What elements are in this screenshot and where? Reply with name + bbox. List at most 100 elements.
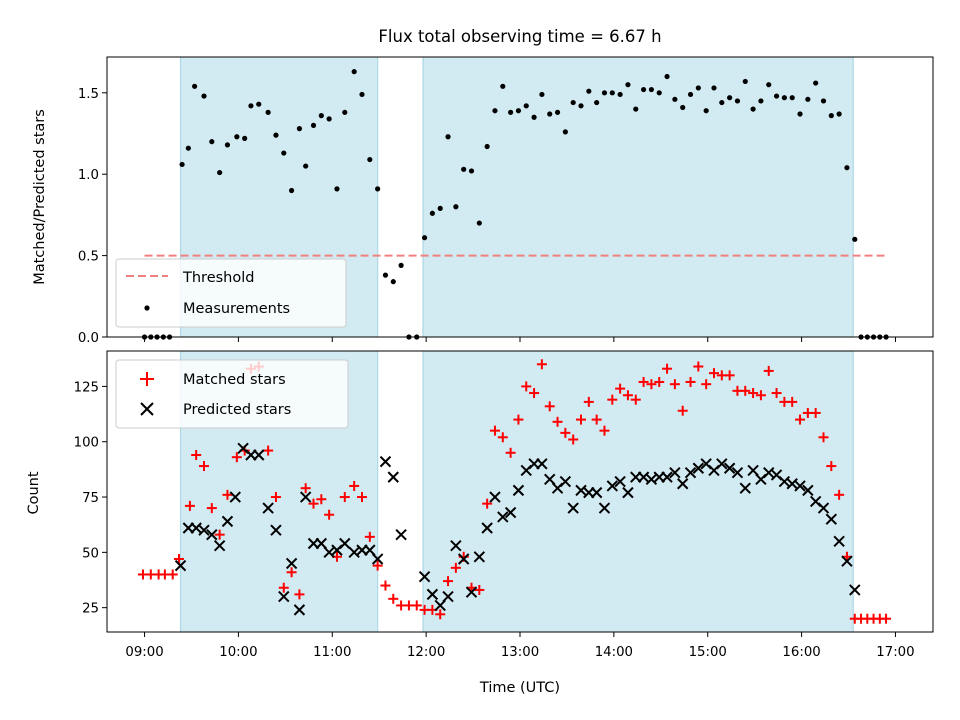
- bottom-legend: Matched stars Predicted stars: [115, 359, 349, 429]
- measurement-point: [734, 98, 741, 104]
- predicted-stars-point: [450, 540, 462, 552]
- bottom-y-tick-label: 50: [82, 546, 99, 561]
- x-tick-label: 16:00: [782, 645, 820, 660]
- matched-stars-point: [662, 363, 673, 374]
- x-tick-label: 10:00: [219, 645, 257, 660]
- matched-stars-point: [677, 405, 688, 416]
- predicted-stars-point: [364, 544, 376, 556]
- bottom-x-ticks: 09:00 10:00 11:00 12:00 13:00 14:00 15:00 16:00…: [125, 632, 915, 660]
- measurement-point: [594, 99, 600, 106]
- predicted-stars-point: [206, 528, 218, 541]
- predicted-stars-point: [379, 455, 392, 468]
- measurement-point: [382, 272, 389, 278]
- measurement-point: [570, 99, 576, 106]
- measurement-point: [742, 78, 748, 85]
- predicted-stars-point: [590, 486, 603, 499]
- measurement-point: [326, 116, 332, 122]
- measurement-point: [492, 108, 498, 114]
- predicted-stars-point: [731, 466, 744, 479]
- top-y-tick-label: 1.0: [78, 168, 99, 183]
- top-y-tick-label: 0.0: [78, 331, 99, 346]
- measurement-point: [680, 104, 686, 111]
- measurement-point: [664, 73, 670, 80]
- measurement-point: [797, 111, 803, 117]
- measurement-point: [727, 95, 733, 101]
- measurement-point: [562, 129, 568, 135]
- measurement-point: [500, 83, 506, 89]
- measurement-point: [209, 139, 215, 145]
- predicted-stars-point: [739, 482, 751, 494]
- bottom-shaded-region: [423, 351, 854, 632]
- matched-stars-point: [206, 503, 217, 514]
- matched-stars-point: [795, 414, 806, 425]
- matched-stars-point: [591, 414, 602, 425]
- predicted-stars-point: [825, 513, 838, 525]
- matched-stars-point: [300, 483, 311, 494]
- measurement-point: [695, 85, 701, 91]
- matched-stars-point: [497, 432, 508, 443]
- measurement-point: [468, 168, 475, 174]
- measurement-point: [789, 95, 795, 101]
- predicted-stars-point: [778, 475, 791, 488]
- measurement-point: [375, 186, 381, 192]
- predicted-stars-point: [661, 471, 673, 483]
- measurement-point: [437, 205, 443, 211]
- measurement-point: [508, 109, 514, 115]
- matched-stars-point: [568, 434, 579, 445]
- x-tick-label: 11:00: [313, 645, 351, 660]
- measurement-point: [554, 109, 561, 115]
- measurement-point: [421, 235, 428, 241]
- matched-stars-point: [339, 492, 350, 503]
- top-y-tick-label: 1.5: [78, 87, 99, 102]
- matched-stars-point: [724, 370, 735, 381]
- predicted-stars-point: [676, 478, 689, 490]
- measurement-point: [813, 80, 819, 86]
- legend-threshold-label: Threshold: [182, 270, 254, 286]
- matched-stars-point: [583, 396, 594, 407]
- matched-stars-point: [231, 452, 242, 463]
- predicted-stars-point: [229, 491, 241, 503]
- measurement-point: [672, 96, 678, 102]
- matched-stars-point: [560, 427, 571, 438]
- measurement-point: [531, 114, 537, 120]
- matched-stars-point: [685, 376, 696, 387]
- matched-stars-point: [411, 600, 422, 611]
- measurement-point: [578, 103, 584, 109]
- matched-stars-point: [701, 379, 712, 390]
- measurement-point: [601, 90, 608, 96]
- predicted-stars-point: [465, 586, 478, 598]
- predicted-stars-point: [339, 537, 351, 550]
- measurement-point: [288, 187, 295, 194]
- matched-stars-point: [489, 425, 500, 436]
- measurement-point: [256, 101, 262, 107]
- legend-measurements-dot-icon: [144, 305, 150, 311]
- matched-stars-point: [222, 489, 233, 500]
- predicted-stars-point: [567, 502, 579, 514]
- measurement-point: [687, 91, 694, 98]
- matched-stars-point: [380, 580, 391, 591]
- measurement-point: [192, 83, 198, 89]
- predicted-stars-point: [473, 551, 486, 563]
- matched-stars-point: [316, 494, 327, 505]
- matched-stars-point: [638, 376, 649, 387]
- predicted-stars-point: [278, 590, 290, 603]
- measurement-point: [805, 96, 811, 102]
- matched-stars-point: [349, 480, 360, 491]
- top-shaded-region: [423, 57, 854, 337]
- matched-stars-point: [270, 492, 281, 503]
- predicted-stars-point: [723, 462, 736, 474]
- predicted-stars-point: [512, 484, 525, 497]
- measurement-point: [719, 99, 725, 106]
- measurement-point: [265, 109, 271, 115]
- matched-stars-point: [810, 407, 821, 418]
- matched-stars-point: [771, 388, 782, 399]
- predicted-stars-point: [849, 584, 861, 596]
- predicted-stars-point: [802, 484, 814, 497]
- matched-stars-point: [599, 425, 610, 436]
- predicted-stars-point: [371, 553, 384, 565]
- predicted-stars-point: [348, 546, 360, 559]
- matched-stars-point: [198, 461, 209, 472]
- predicted-stars-point: [315, 537, 328, 550]
- predicted-stars-point: [536, 458, 548, 470]
- measurement-point: [844, 165, 850, 171]
